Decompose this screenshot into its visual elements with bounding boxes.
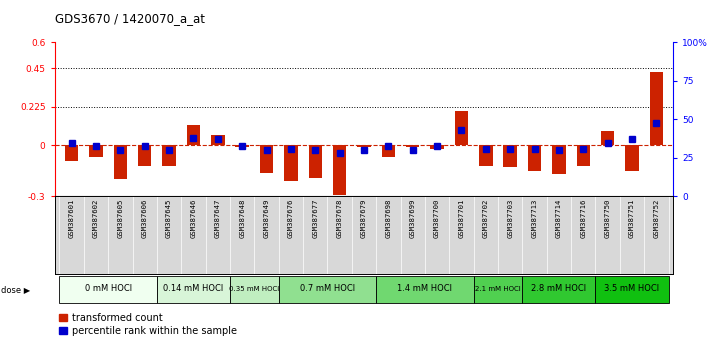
Text: GSM387716: GSM387716 [580, 199, 586, 238]
Bar [649, 72, 663, 145]
Bar [333, 145, 347, 195]
Text: GSM387678: GSM387678 [336, 199, 343, 238]
Text: GSM387646: GSM387646 [191, 199, 197, 238]
Text: GSM387751: GSM387751 [629, 199, 635, 238]
Bar [235, 145, 249, 147]
Bar [601, 131, 614, 145]
Text: 2.8 mM HOCl: 2.8 mM HOCl [531, 284, 587, 293]
Bar [455, 111, 468, 145]
Text: 2.1 mM HOCl: 2.1 mM HOCl [475, 286, 521, 292]
Text: 0 mM HOCl: 0 mM HOCl [84, 284, 132, 293]
Bar [187, 125, 200, 145]
Text: GSM387601: GSM387601 [68, 199, 75, 238]
Bar [284, 145, 298, 181]
Text: GSM387700: GSM387700 [434, 199, 440, 238]
Text: GSM387714: GSM387714 [556, 199, 562, 238]
Bar [381, 145, 395, 157]
Bar [65, 145, 79, 161]
Bar [553, 145, 566, 174]
Bar [625, 145, 638, 171]
Text: GSM387713: GSM387713 [531, 199, 537, 238]
Text: GSM387702: GSM387702 [483, 199, 488, 238]
FancyBboxPatch shape [60, 276, 157, 303]
Text: GSM387645: GSM387645 [166, 199, 172, 238]
Bar [138, 145, 151, 166]
Bar [528, 145, 541, 171]
FancyBboxPatch shape [230, 276, 279, 303]
Text: 3.5 mM HOCl: 3.5 mM HOCl [604, 284, 660, 293]
Bar [357, 145, 371, 147]
Bar [479, 145, 493, 166]
Text: 0.14 mM HOCl: 0.14 mM HOCl [163, 284, 223, 293]
Text: dose ▶: dose ▶ [1, 285, 31, 294]
Text: GSM387605: GSM387605 [117, 199, 123, 238]
Bar [504, 145, 517, 167]
Text: GDS3670 / 1420070_a_at: GDS3670 / 1420070_a_at [55, 12, 205, 25]
Bar [90, 145, 103, 157]
Text: GSM387698: GSM387698 [385, 199, 392, 238]
Text: GSM387649: GSM387649 [264, 199, 269, 238]
Text: GSM387602: GSM387602 [93, 199, 99, 238]
Text: GSM387648: GSM387648 [240, 199, 245, 238]
Bar [577, 145, 590, 166]
FancyBboxPatch shape [157, 276, 230, 303]
Text: GSM387699: GSM387699 [410, 199, 416, 238]
FancyBboxPatch shape [279, 276, 376, 303]
Text: 0.35 mM HOCl: 0.35 mM HOCl [229, 286, 280, 292]
Bar [430, 145, 444, 149]
Text: GSM387703: GSM387703 [507, 199, 513, 238]
Text: 0.7 mM HOCl: 0.7 mM HOCl [300, 284, 355, 293]
FancyBboxPatch shape [596, 276, 668, 303]
Bar [406, 145, 419, 147]
Bar [309, 145, 322, 178]
Text: GSM387606: GSM387606 [142, 199, 148, 238]
Text: 1.4 mM HOCl: 1.4 mM HOCl [397, 284, 452, 293]
Legend: transformed count, percentile rank within the sample: transformed count, percentile rank withi… [60, 313, 237, 336]
Text: GSM387647: GSM387647 [215, 199, 221, 238]
Text: GSM387752: GSM387752 [653, 199, 660, 238]
Bar [114, 145, 127, 179]
Bar [162, 145, 175, 166]
FancyBboxPatch shape [523, 276, 596, 303]
FancyBboxPatch shape [474, 276, 523, 303]
Text: GSM387679: GSM387679 [361, 199, 367, 238]
Text: GSM387750: GSM387750 [605, 199, 611, 238]
Bar [211, 135, 224, 145]
Text: GSM387701: GSM387701 [459, 199, 464, 238]
Text: GSM387677: GSM387677 [312, 199, 318, 238]
FancyBboxPatch shape [376, 276, 474, 303]
Text: GSM387676: GSM387676 [288, 199, 294, 238]
Bar [260, 145, 273, 172]
